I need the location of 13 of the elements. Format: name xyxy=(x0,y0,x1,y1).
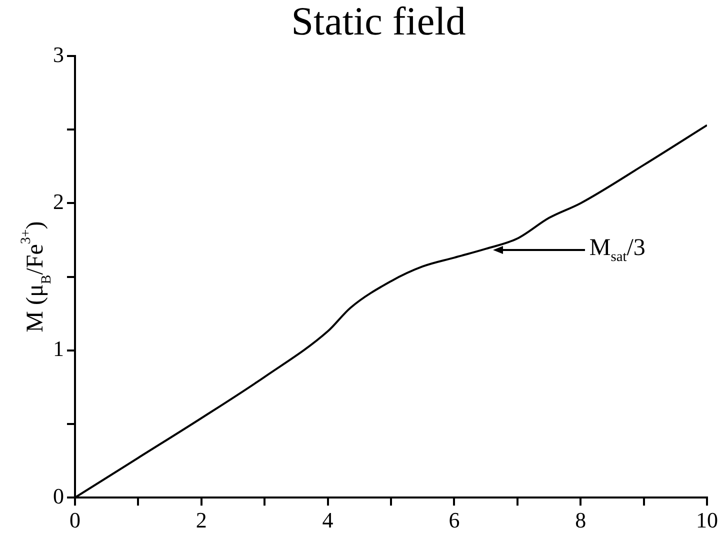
x-tick-label: 2 xyxy=(196,508,207,533)
y-tick-label: 1 xyxy=(53,336,64,362)
x-tick-label: 6 xyxy=(448,508,460,533)
y-tick-label: 2 xyxy=(53,188,64,214)
x-tick-label: 0 xyxy=(70,508,80,533)
y-tick-label: 3 xyxy=(53,42,64,67)
chart-title: Static field xyxy=(291,0,466,44)
x-tick-label: 10 xyxy=(696,508,718,533)
x-tick-label: 8 xyxy=(575,508,586,533)
annotation: M$_{sat}$/3 xyxy=(589,235,646,268)
y-axis-title: M (μB/Fe3+) xyxy=(19,221,54,332)
y-tick-label: 0 xyxy=(53,483,64,508)
x-tick-label: 4 xyxy=(322,508,334,533)
